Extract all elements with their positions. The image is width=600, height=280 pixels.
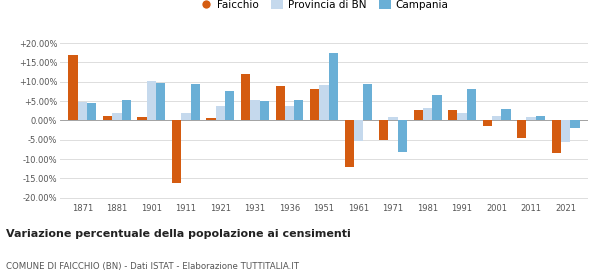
Bar bbox=[329, 53, 338, 120]
Bar bbox=[413, 109, 423, 120]
Bar bbox=[294, 100, 304, 120]
Bar bbox=[482, 120, 492, 126]
Bar bbox=[156, 83, 166, 120]
Bar bbox=[492, 116, 501, 120]
Bar bbox=[467, 90, 476, 120]
Bar bbox=[423, 108, 432, 120]
Bar bbox=[241, 74, 250, 120]
Bar bbox=[457, 113, 467, 120]
Bar bbox=[87, 103, 97, 120]
Text: COMUNE DI FAICCHIO (BN) - Dati ISTAT - Elaborazione TUTTITALIA.IT: COMUNE DI FAICCHIO (BN) - Dati ISTAT - E… bbox=[6, 262, 299, 271]
Bar bbox=[319, 85, 329, 120]
Bar bbox=[379, 120, 388, 140]
Bar bbox=[285, 106, 294, 120]
Bar bbox=[206, 118, 216, 120]
Bar bbox=[526, 117, 536, 120]
Bar bbox=[448, 109, 457, 120]
Bar bbox=[501, 109, 511, 120]
Bar bbox=[363, 84, 373, 120]
Bar bbox=[250, 100, 260, 120]
Bar bbox=[122, 100, 131, 120]
Bar bbox=[432, 95, 442, 120]
Bar bbox=[68, 55, 78, 120]
Bar bbox=[275, 86, 285, 120]
Bar bbox=[103, 116, 112, 120]
Bar bbox=[536, 116, 545, 120]
Bar bbox=[398, 120, 407, 152]
Bar bbox=[112, 113, 122, 120]
Bar bbox=[225, 91, 235, 120]
Bar bbox=[147, 81, 156, 120]
Bar bbox=[551, 120, 561, 153]
Bar bbox=[137, 116, 147, 120]
Bar bbox=[216, 106, 225, 120]
Bar bbox=[344, 120, 354, 167]
Bar bbox=[78, 102, 87, 120]
Bar bbox=[181, 113, 191, 120]
Bar bbox=[354, 120, 363, 141]
Bar bbox=[172, 120, 181, 183]
Bar bbox=[517, 120, 526, 138]
Bar bbox=[310, 89, 319, 120]
Text: Variazione percentuale della popolazione ai censimenti: Variazione percentuale della popolazione… bbox=[6, 228, 351, 239]
Bar bbox=[561, 120, 570, 142]
Bar bbox=[570, 120, 580, 128]
Bar bbox=[191, 84, 200, 120]
Bar bbox=[260, 101, 269, 120]
Legend: Faicchio, Provincia di BN, Campania: Faicchio, Provincia di BN, Campania bbox=[196, 0, 452, 14]
Bar bbox=[388, 116, 398, 120]
